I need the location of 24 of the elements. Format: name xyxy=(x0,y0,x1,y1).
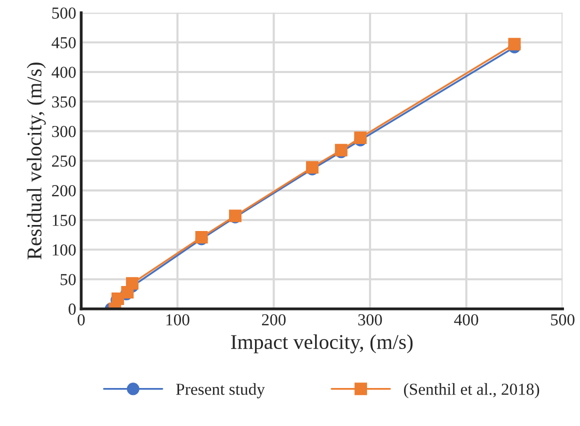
y-axis-title: Residual velocity, (m/s) xyxy=(26,62,46,260)
y-tick-label: 300 xyxy=(52,126,76,138)
y-tick-label: 250 xyxy=(52,156,76,167)
y-tick-label: 400 xyxy=(52,66,76,78)
y-tick-label: 150 xyxy=(52,214,76,226)
x-tick-label: 200 xyxy=(262,314,286,326)
point xyxy=(126,277,138,290)
y-tick-label: 450 xyxy=(52,37,76,48)
x-tick-label: 100 xyxy=(166,314,190,326)
legend-label: Present study xyxy=(176,383,265,398)
x-tick-label: 400 xyxy=(454,314,478,326)
y-tick-label: 200 xyxy=(52,185,76,196)
point xyxy=(354,131,367,144)
y-tick-label: 350 xyxy=(52,96,76,108)
point xyxy=(508,38,521,50)
y-tick-label: 100 xyxy=(52,244,76,256)
x-tick-label: 300 xyxy=(358,314,382,326)
x-tick-label: 500 xyxy=(551,314,574,326)
y-tick-label: 50 xyxy=(60,274,76,286)
y-tick-label: 500 xyxy=(52,7,76,19)
x-tick-label: 0 xyxy=(78,314,85,326)
x-axis-title: Impact velocity, (m/s) xyxy=(231,334,413,354)
y-tick-label: 0 xyxy=(68,304,76,315)
legend-label: (Senthil et al., 2018) xyxy=(404,383,540,398)
